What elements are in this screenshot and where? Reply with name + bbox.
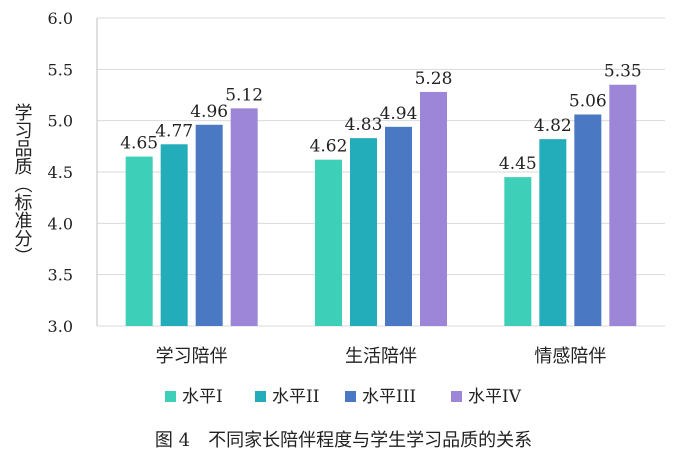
data-label: 5.28 [415,69,453,89]
legend-label: 水平II [272,387,319,407]
bar [125,156,153,326]
legend-swatch [165,391,176,402]
bar [609,84,637,326]
data-label: 5.06 [569,92,607,112]
gridlines [96,17,665,327]
bar [574,114,602,326]
data-label: 4.62 [310,137,348,157]
y-tick-label: 3.5 [48,266,73,285]
x-axis-categories: 学习陪伴 生活陪伴 情感陪伴 [156,346,607,367]
y-tick-label: 3.0 [48,317,73,336]
data-label: 4.83 [345,115,383,135]
y-tick-label: 4.5 [48,163,73,182]
x-category-label: 学习陪伴 [156,346,228,367]
data-label: 4.82 [534,116,572,136]
legend-label: 水平IV [468,387,522,407]
bars [125,84,637,327]
bar [504,177,532,326]
bar [315,159,342,326]
bar [160,144,188,326]
data-label: 4.65 [120,134,158,154]
bar [350,138,377,326]
y-tick-label: 5.0 [48,112,73,131]
y-axis-ticks: 3.0 3.5 4.0 4.5 5.0 5.5 6.0 [48,9,73,336]
data-labels: 4.654.774.965.12 4.624.834.94 5.28 4.45 4.82… [120,62,642,174]
y-tick-label: 4.0 [48,214,73,233]
bar [539,139,567,326]
data-label: 4.77 [155,121,193,141]
data-label: 4.45 [499,154,537,174]
data-label: 5.35 [604,62,642,82]
legend-label: 水平I [182,387,223,407]
x-category-label: 生活陪伴 [345,346,417,367]
bar [385,126,412,327]
x-category-label: 情感陪伴 [534,346,606,367]
figure-caption: 图 4 不同家长陪伴程度与学生学习品质的关系 [154,430,533,451]
legend-swatch [345,391,356,402]
data-label: 5.12 [225,85,263,105]
y-tick-label: 6.0 [48,9,73,28]
legend-label: 水平III [362,387,416,407]
y-axis-label: 学习品质（标准分） [12,103,33,265]
data-label: 4.94 [380,104,418,124]
legend: 水平I 水平II 水平III 水平IV [165,387,522,407]
bar [195,124,223,326]
data-label: 4.96 [190,102,228,122]
bar [420,91,447,326]
bar [230,108,258,326]
legend-swatch [451,391,462,402]
legend-swatch [255,391,266,402]
y-tick-label: 5.5 [48,60,73,79]
